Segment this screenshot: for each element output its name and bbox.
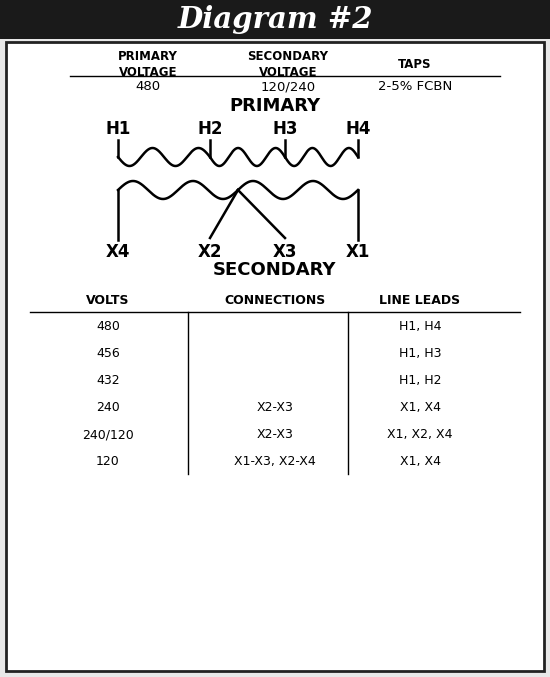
Text: X3: X3	[273, 243, 297, 261]
Text: X2-X3: X2-X3	[256, 429, 294, 441]
Text: 480: 480	[96, 320, 120, 333]
Text: X2: X2	[198, 243, 222, 261]
Text: CONNECTIONS: CONNECTIONS	[224, 294, 326, 307]
Text: SECONDARY
VOLTAGE: SECONDARY VOLTAGE	[248, 49, 328, 79]
Text: X1, X4: X1, X4	[399, 456, 441, 468]
Text: X2-X3: X2-X3	[256, 401, 294, 414]
Text: SECONDARY: SECONDARY	[213, 261, 337, 279]
Text: H1: H1	[105, 120, 131, 138]
Text: H1, H4: H1, H4	[399, 320, 441, 333]
Text: H2: H2	[197, 120, 223, 138]
FancyBboxPatch shape	[0, 0, 550, 39]
Text: H4: H4	[345, 120, 371, 138]
Text: 240/120: 240/120	[82, 429, 134, 441]
Text: 456: 456	[96, 347, 120, 360]
Text: H1, H3: H1, H3	[399, 347, 441, 360]
Text: H1, H2: H1, H2	[399, 374, 441, 387]
Text: 2-5% FCBN: 2-5% FCBN	[378, 81, 452, 93]
Text: PRIMARY: PRIMARY	[229, 97, 321, 115]
Text: 120: 120	[96, 456, 120, 468]
Text: PRIMARY
VOLTAGE: PRIMARY VOLTAGE	[118, 49, 178, 79]
Text: X1-X3, X2-X4: X1-X3, X2-X4	[234, 456, 316, 468]
Text: VOLTS: VOLTS	[86, 294, 130, 307]
Text: X4: X4	[106, 243, 130, 261]
Text: X1, X4: X1, X4	[399, 401, 441, 414]
Text: LINE LEADS: LINE LEADS	[379, 294, 460, 307]
FancyBboxPatch shape	[6, 42, 544, 671]
Text: 480: 480	[135, 81, 161, 93]
Text: X1: X1	[346, 243, 370, 261]
Text: TAPS: TAPS	[398, 58, 432, 70]
Text: X1, X2, X4: X1, X2, X4	[387, 429, 453, 441]
Text: H3: H3	[272, 120, 298, 138]
Text: 120/240: 120/240	[261, 81, 316, 93]
Text: 240: 240	[96, 401, 120, 414]
Text: Diagram #2: Diagram #2	[177, 5, 373, 33]
Text: 432: 432	[96, 374, 120, 387]
